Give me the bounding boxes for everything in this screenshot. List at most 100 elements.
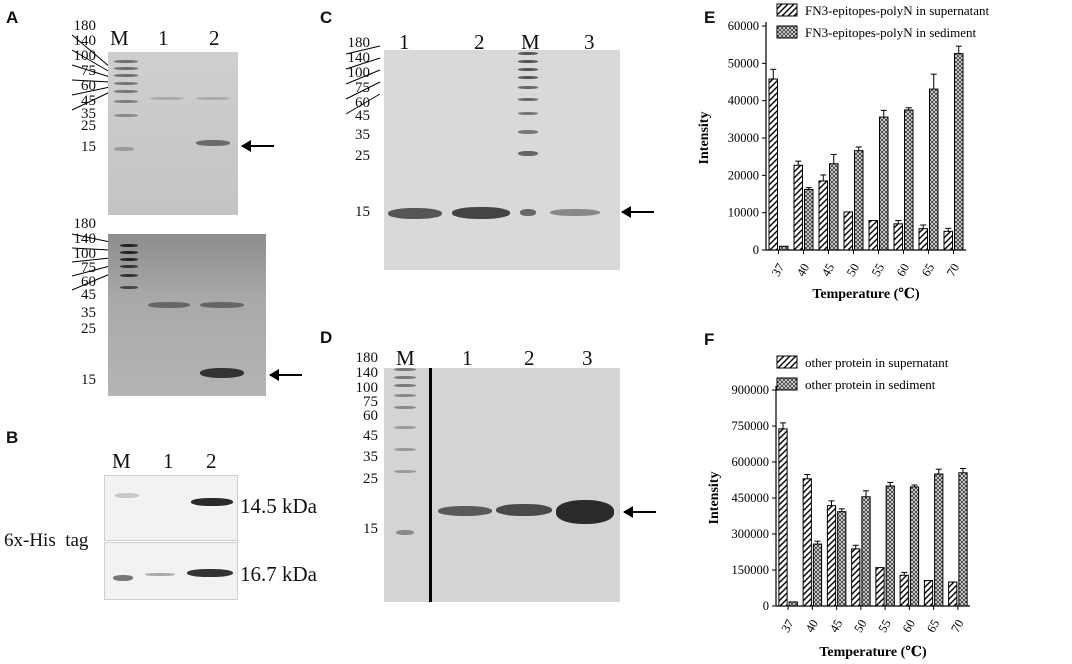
panel-c-lane-m: M [521, 30, 540, 54]
panel-e-label: E [704, 8, 716, 27]
marker-label: 60 [81, 78, 96, 94]
bar [943, 230, 953, 251]
marker-label: 35 [363, 449, 378, 465]
bar [929, 88, 939, 251]
y-tick-label: 30000 [728, 131, 759, 145]
bar [837, 511, 847, 607]
panel-b-side-label: 6x-His tag [4, 530, 89, 551]
bar [875, 567, 885, 607]
panel-b-lane-2: 2 [206, 449, 217, 473]
bar [788, 601, 798, 607]
bar [893, 223, 903, 251]
x-tick-label: 50 [851, 617, 869, 635]
bar [779, 245, 789, 251]
marker-label: 75 [363, 394, 378, 410]
y-tick-label: 60000 [728, 19, 759, 33]
panel-b-lane-m: M [112, 449, 131, 473]
y-tick-label: 600000 [732, 455, 770, 469]
panel-d-gel [384, 368, 620, 602]
marker-label: 180 [73, 216, 97, 232]
panel-a-lane-2: 2 [209, 26, 220, 50]
panel-a-gel-bottom [108, 234, 266, 396]
x-tick-label: 70 [948, 617, 966, 635]
panel-b-blot-top [104, 475, 238, 541]
marker-label: 75 [81, 63, 96, 79]
marker-label: 100 [73, 246, 97, 262]
x-tick-label: 37 [769, 261, 787, 279]
legend-swatch [776, 25, 798, 39]
panel-b-blot-bottom [104, 542, 238, 600]
panel-a-bottom-leader-lines [71, 233, 111, 291]
marker-label: 15 [81, 139, 96, 155]
legend-swatch [776, 3, 798, 17]
panel-d-lane-2: 2 [524, 346, 535, 370]
panel-f-chart: other protein in supernatant other protei… [707, 355, 970, 660]
panel-e-chart: FN3-epitopes-polyN in supernatant FN3-epi… [697, 3, 990, 302]
marker-label: 60 [81, 274, 96, 290]
marker-label: 140 [355, 365, 379, 381]
legend-swatch [776, 377, 798, 391]
marker-label: 15 [363, 521, 378, 537]
panel-a-top-leader-lines [71, 34, 111, 111]
bar [812, 543, 823, 607]
panel-c-lane-3: 3 [584, 30, 595, 54]
y-tick-label: 300000 [732, 527, 770, 541]
marker-label: 75 [355, 80, 370, 96]
bar [934, 473, 944, 607]
bar [909, 486, 920, 607]
panel-d-lane-m: M [396, 346, 415, 370]
bar [885, 485, 895, 607]
x-tick-label: 45 [819, 261, 837, 279]
bar [854, 150, 864, 251]
y-tick-label: 50000 [728, 56, 759, 70]
marker-label: 25 [363, 471, 378, 487]
marker-label: 25 [355, 148, 370, 164]
marker-label: 100 [347, 65, 371, 81]
bar [826, 505, 837, 607]
bar [768, 78, 778, 251]
y-tick-label: 900000 [732, 383, 770, 397]
y-tick-label: 450000 [732, 491, 770, 505]
arrow-icon [241, 140, 274, 152]
arrow-icon [269, 369, 302, 381]
bar [899, 574, 909, 607]
marker-label: 35 [81, 305, 96, 321]
bar [861, 496, 871, 607]
bar [868, 220, 878, 251]
panel-d-label: D [320, 328, 333, 347]
panel-a-label: A [6, 8, 19, 27]
marker-label: 45 [81, 287, 96, 303]
bar [843, 211, 853, 251]
x-tick-label: 40 [803, 617, 821, 635]
x-tick-label: 37 [778, 617, 796, 635]
panel-d-lane-3: 3 [582, 346, 593, 370]
bar [851, 548, 861, 607]
marker-label: 180 [355, 350, 379, 366]
marker-label: 180 [347, 35, 371, 51]
marker-label: 45 [355, 108, 370, 124]
x-axis-title: Temperature (℃) [812, 287, 920, 302]
y-axis-title: Intensity [707, 472, 722, 525]
marker-label: 140 [347, 50, 371, 66]
marker-label: 35 [81, 106, 96, 122]
x-tick-label: 55 [875, 617, 893, 635]
marker-label: 75 [81, 260, 96, 276]
marker-label: 100 [73, 48, 97, 64]
panel-a-lane-1: 1 [158, 26, 169, 50]
marker-label: 35 [355, 127, 370, 143]
bar [804, 189, 814, 251]
y-tick-label: 10000 [728, 206, 759, 220]
y-axis-title: Intensity [697, 112, 712, 165]
marker-label: 15 [81, 372, 96, 388]
x-tick-label: 60 [894, 261, 912, 279]
bar [829, 163, 839, 251]
marker-label: 100 [355, 380, 379, 396]
bar [918, 228, 928, 251]
band-size-label: 14.5 kDa [240, 494, 317, 518]
bar [923, 580, 934, 607]
x-tick-label: 45 [827, 617, 845, 635]
x-tick-label: 55 [869, 261, 887, 279]
marker-label: 15 [355, 204, 370, 220]
bar [879, 116, 889, 251]
marker-label: 140 [73, 33, 97, 49]
